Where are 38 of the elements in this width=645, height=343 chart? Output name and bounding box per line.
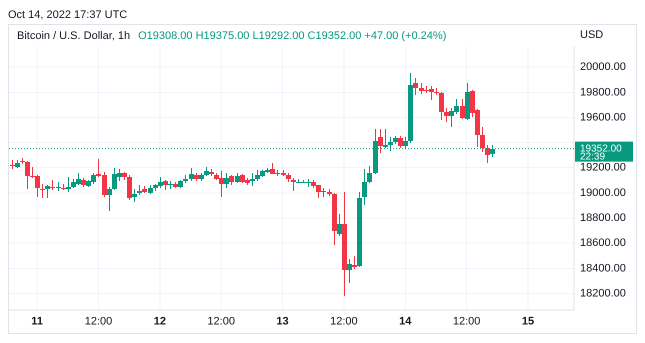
candlestick — [137, 185, 142, 195]
candlestick — [61, 184, 66, 190]
x-tick-label: 14 — [399, 315, 412, 328]
candlestick — [20, 158, 25, 164]
x-tick-label: 12:00 — [84, 315, 112, 328]
candlestick — [50, 180, 55, 190]
y-tick-label: 18800.00 — [580, 212, 626, 224]
y-tick-label: 18400.00 — [580, 262, 626, 274]
chart-subtitle: O19308.00 H19375.00 L19292.00 C19352.00 +47.00 (+0.24%) — [138, 30, 446, 42]
candlestick — [10, 160, 15, 169]
y-tick-label: 19600.00 — [580, 111, 626, 124]
candlestick — [321, 188, 326, 197]
candlestick — [56, 182, 61, 191]
candlestick — [275, 170, 280, 176]
candlestick — [40, 184, 45, 198]
x-tick-label: 12:00 — [330, 315, 358, 328]
candlestick — [66, 177, 71, 192]
y-tick-label: 20000.00 — [580, 61, 626, 74]
candlestick — [352, 256, 357, 269]
x-tick-label: 12:00 — [452, 315, 480, 328]
candlestick — [434, 88, 439, 95]
candlestick — [250, 173, 255, 186]
text: 22:39 — [580, 151, 606, 162]
x-tick-label: 15 — [522, 315, 534, 328]
chart-title: Bitcoin / U.S. Dollar, 1h — [17, 30, 130, 42]
text: Oct 14, 2022 17:37 UTC — [8, 8, 128, 22]
x-tick-label: 11 — [31, 315, 43, 328]
x-tick-label: 13 — [276, 315, 289, 328]
y-tick-label: 19800.00 — [580, 86, 626, 98]
x-tick-label: 12:00 — [207, 315, 235, 328]
y-axis-title: USD — [580, 29, 604, 42]
candlestick — [291, 178, 296, 191]
x-tick-label: 12 — [154, 315, 166, 328]
candlestick — [168, 181, 173, 189]
y-tick-label: 19200.00 — [580, 162, 626, 174]
y-tick-label: 18600.00 — [580, 237, 626, 250]
y-tick-label: 19000.00 — [580, 186, 626, 199]
y-tick-label: 18200.00 — [580, 287, 626, 300]
